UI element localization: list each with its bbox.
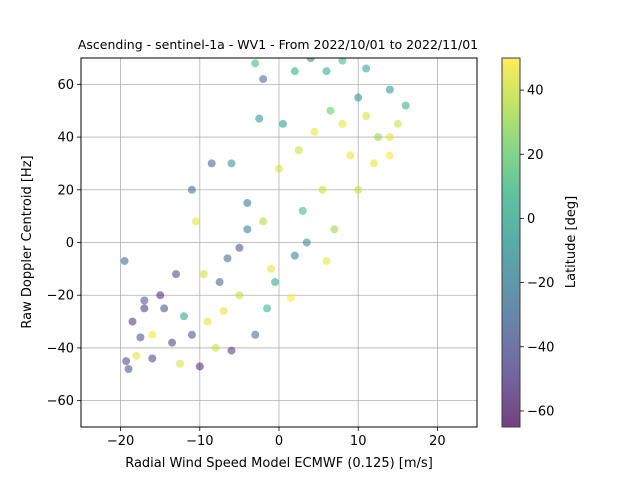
data-point (354, 93, 363, 102)
colorbar-label: Latitude [deg] (564, 196, 579, 288)
grid-lines (81, 58, 477, 427)
colorbar-ticks: 40 20 0 −20 −40 −60 (520, 84, 554, 419)
data-point (278, 119, 287, 128)
colorbar-tick-label: 40 (527, 84, 544, 99)
data-point (267, 264, 276, 273)
data-point (374, 133, 382, 142)
data-point (215, 278, 224, 287)
data-point (156, 291, 165, 300)
data-point (298, 206, 307, 215)
data-point (235, 291, 244, 300)
x-tick-label: −20 (107, 434, 134, 449)
data-point (286, 293, 295, 302)
data-point (322, 256, 331, 265)
data-point (255, 114, 264, 123)
data-point (179, 312, 188, 321)
data-point (251, 330, 260, 339)
data-point (243, 225, 252, 234)
colorbar-tick-label: −60 (527, 404, 554, 419)
data-point (140, 304, 149, 313)
data-point (362, 111, 371, 120)
x-tick-label: 10 (350, 434, 367, 449)
y-tick-label: −60 (47, 394, 74, 409)
data-point (385, 151, 394, 160)
y-tick-label: 60 (57, 78, 74, 93)
data-point (385, 85, 394, 94)
y-tick-label: 40 (57, 131, 74, 146)
x-axis-label: Radial Wind Speed Model ECMWF (0.125) [m… (125, 456, 433, 471)
y-tick-label: −20 (47, 289, 74, 304)
data-point (219, 307, 228, 316)
data-point (132, 351, 141, 360)
x-axis-ticks: −20 −10 0 10 20 (107, 427, 446, 449)
data-point (120, 256, 129, 265)
data-point (362, 64, 371, 73)
data-point (401, 101, 410, 110)
data-point (290, 67, 299, 76)
data-point (322, 67, 331, 76)
data-point (195, 362, 204, 371)
data-point (393, 119, 402, 128)
data-point (223, 254, 232, 263)
data-point (148, 330, 157, 339)
data-point (122, 357, 131, 366)
data-point (243, 198, 252, 207)
colorbar-tick-label: −20 (527, 276, 554, 291)
data-point (128, 317, 137, 326)
data-point (140, 296, 149, 305)
data-point (346, 151, 355, 160)
colorbar-tick-label: 20 (527, 148, 544, 163)
data-point (263, 304, 272, 313)
data-point (290, 251, 299, 260)
data-point (271, 278, 280, 287)
data-point (318, 185, 327, 194)
x-tick-label: −10 (186, 434, 213, 449)
data-point (187, 330, 196, 339)
data-point (251, 59, 260, 68)
data-point (187, 185, 196, 194)
data-point (338, 119, 347, 128)
colorbar-tick-label: −40 (527, 340, 554, 355)
data-point (275, 164, 283, 173)
colorbar-tick-label: 0 (527, 212, 535, 227)
chart-title: Ascending - sentinel-1a - WV1 - From 202… (78, 37, 478, 52)
data-point (124, 365, 133, 374)
data-point (227, 346, 236, 355)
data-point (191, 217, 200, 226)
data-point (235, 243, 244, 252)
data-point (354, 185, 363, 194)
data-point (172, 270, 181, 279)
y-tick-label: 20 (57, 183, 74, 198)
data-point (211, 343, 220, 352)
data-point (168, 338, 177, 347)
y-axis-ticks: −60 −40 −20 0 20 40 60 (47, 78, 81, 409)
data-point (199, 270, 208, 279)
data-point (176, 359, 184, 368)
data-point (294, 146, 303, 155)
y-tick-label: 0 (66, 236, 74, 251)
data-point (160, 304, 169, 313)
data-point (370, 159, 379, 168)
data-point (330, 225, 339, 234)
data-point (203, 317, 212, 326)
data-point (326, 106, 335, 115)
scatter-points (120, 58, 410, 374)
data-point (136, 333, 145, 342)
y-axis-label: Raw Doppler Centroid [Hz] (20, 155, 35, 328)
data-point (148, 354, 157, 363)
y-tick-label: −40 (47, 341, 74, 356)
data-point (338, 58, 347, 65)
data-point (306, 58, 315, 62)
data-point (259, 75, 268, 84)
data-point (259, 217, 268, 226)
data-point (310, 127, 319, 136)
colorbar (501, 57, 521, 428)
x-tick-label: 0 (275, 434, 283, 449)
data-point (302, 238, 311, 247)
data-point (385, 133, 394, 142)
x-tick-label: 20 (429, 434, 446, 449)
data-point (227, 159, 236, 168)
data-point (207, 159, 216, 168)
